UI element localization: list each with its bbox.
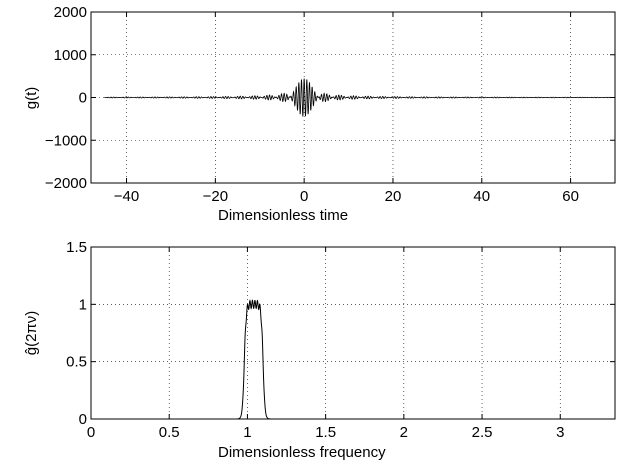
bottom-x-tick-label: 2 xyxy=(400,424,408,441)
bottom-y-tick-label: 0 xyxy=(79,411,87,428)
bottom-x-tick-label: 0 xyxy=(87,424,95,441)
top-x-tick-label: −40 xyxy=(114,188,139,205)
bottom-x-tick-label: 1.5 xyxy=(315,424,336,441)
top-x-tick-label: 20 xyxy=(385,188,402,205)
top-x-tick-label: 60 xyxy=(562,188,579,205)
top-x-tick-labels: −40 −20 0 20 40 60 xyxy=(114,188,579,205)
bottom-x-tick-labels: 0 0.5 1 1.5 2 2.5 3 xyxy=(87,424,565,441)
bottom-plot-frame xyxy=(90,246,616,420)
bottom-grid xyxy=(90,246,615,420)
bottom-y-axis-label: ĝ(2πν) xyxy=(23,311,40,356)
top-y-axis-label: g(t) xyxy=(23,87,40,110)
top-x-axis-label: Dimensionless time xyxy=(218,207,348,224)
top-y-tick-label: 2000 xyxy=(54,4,87,21)
bottom-x-axis-label: Dimensionless frequency xyxy=(218,444,386,461)
top-y-tick-label: 1000 xyxy=(54,47,87,64)
top-y-tick-label: −2000 xyxy=(45,175,87,192)
bottom-x-tick-label: 3 xyxy=(556,424,564,441)
bottom-x-tick-label: 1 xyxy=(243,424,251,441)
top-ticks xyxy=(91,11,615,184)
bottom-y-tick-labels: 0 0.5 1 1.5 xyxy=(66,239,87,428)
top-signal-line xyxy=(104,78,611,117)
bottom-x-tick-label: 2.5 xyxy=(472,424,493,441)
top-y-tick-label: −1000 xyxy=(45,132,87,149)
top-x-tick-label: 40 xyxy=(473,188,490,205)
top-x-tick-label: 0 xyxy=(300,188,308,205)
bottom-ticks xyxy=(90,246,615,420)
bottom-plot: 0 0.5 1 1.5 2 2.5 3 0 0.5 1 1.5 Dimensionless fre… xyxy=(23,239,616,461)
bottom-spectrum-line xyxy=(91,299,615,420)
bottom-x-tick-label: 0.5 xyxy=(159,424,180,441)
top-y-tick-labels: −2000 −1000 0 1000 2000 xyxy=(45,4,87,192)
bottom-y-tick-label: 1 xyxy=(79,296,87,313)
top-y-tick-label: 0 xyxy=(79,90,87,107)
top-x-tick-label: −20 xyxy=(203,188,228,205)
bottom-y-tick-label: 1.5 xyxy=(66,239,87,256)
top-plot: −40 −20 0 20 40 60 −2000 −1000 0 1000 2000 Dimens… xyxy=(23,4,616,224)
bottom-y-tick-label: 0.5 xyxy=(66,354,87,371)
